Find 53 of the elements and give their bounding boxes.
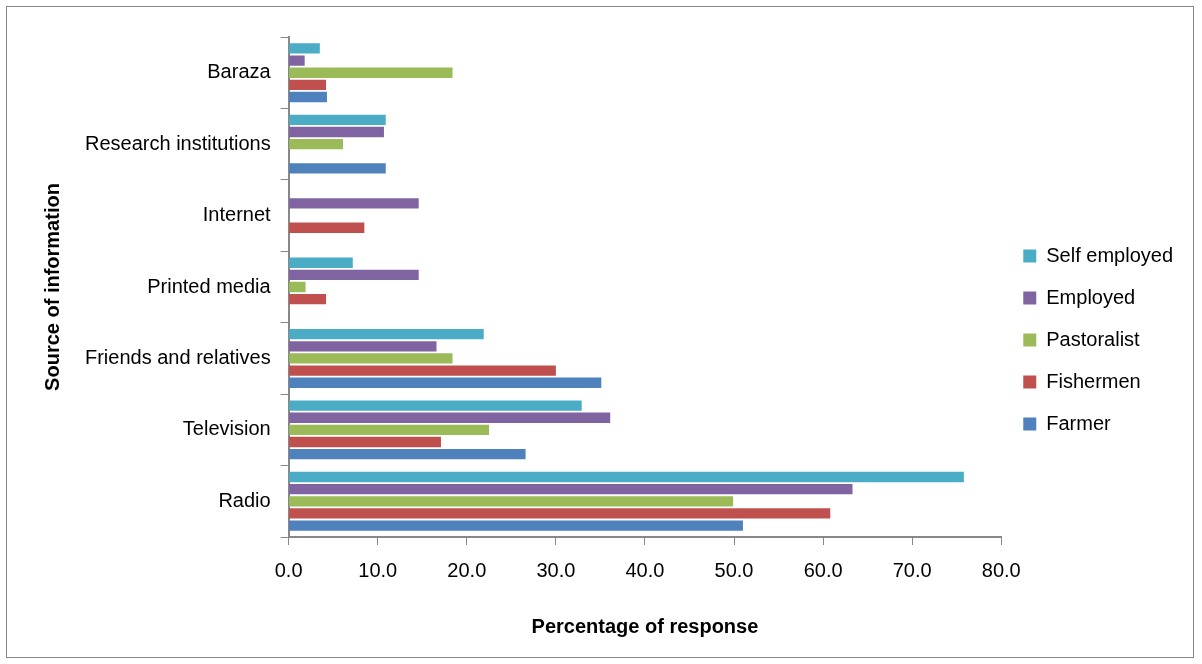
bar xyxy=(289,424,490,436)
legend-label: Farmer xyxy=(1046,411,1112,434)
bar xyxy=(289,471,964,483)
bar xyxy=(289,520,743,531)
bar xyxy=(289,138,343,150)
bar xyxy=(289,163,386,174)
bar xyxy=(289,448,526,460)
bar xyxy=(289,483,853,495)
y-tick-label: Printed media xyxy=(147,274,272,297)
x-tick-label: 50.0 xyxy=(714,558,754,581)
bar xyxy=(289,55,305,66)
x-tick-label: 80.0 xyxy=(981,558,1021,581)
legend-label: Fishermen xyxy=(1046,369,1141,392)
bar xyxy=(289,43,320,54)
bar xyxy=(289,222,365,233)
bar xyxy=(289,377,602,388)
legend-label: Self employed xyxy=(1046,243,1174,266)
bar xyxy=(289,91,327,103)
x-tick-label: 0.0 xyxy=(274,558,303,581)
x-tick-label: 70.0 xyxy=(892,558,932,581)
bar xyxy=(289,126,384,138)
y-tick-label: Television xyxy=(182,417,271,440)
bar xyxy=(289,508,831,519)
bar xyxy=(289,496,734,507)
bar xyxy=(289,257,353,268)
bar xyxy=(289,67,453,78)
legend-label: Pastoralist xyxy=(1046,327,1141,350)
bar xyxy=(289,412,611,423)
bar xyxy=(289,436,441,448)
bar xyxy=(289,269,419,281)
bar xyxy=(289,293,327,305)
x-axis-title: Percentage of response xyxy=(531,614,759,637)
bar xyxy=(289,328,484,340)
x-tick-label: 20.0 xyxy=(447,558,487,581)
legend-label: Employed xyxy=(1046,285,1136,308)
y-tick-label: Research institutions xyxy=(84,131,271,154)
y-axis-title: Source of information xyxy=(40,183,63,391)
y-tick-label: Radio xyxy=(218,488,271,511)
bar xyxy=(289,198,419,209)
bar xyxy=(289,400,582,411)
bar xyxy=(289,79,327,91)
x-tick-label: 10.0 xyxy=(358,558,398,581)
bar xyxy=(289,281,306,293)
bar xyxy=(289,341,437,352)
x-tick-label: 40.0 xyxy=(625,558,665,581)
x-tick-label: 30.0 xyxy=(536,558,576,581)
y-tick-label: Internet xyxy=(202,203,272,226)
y-tick-label: Friends and relatives xyxy=(84,345,271,368)
bar xyxy=(289,353,453,364)
bar xyxy=(289,365,556,376)
bar xyxy=(289,114,386,126)
y-tick-label: Baraza xyxy=(207,60,272,83)
x-tick-label: 60.0 xyxy=(803,558,843,581)
